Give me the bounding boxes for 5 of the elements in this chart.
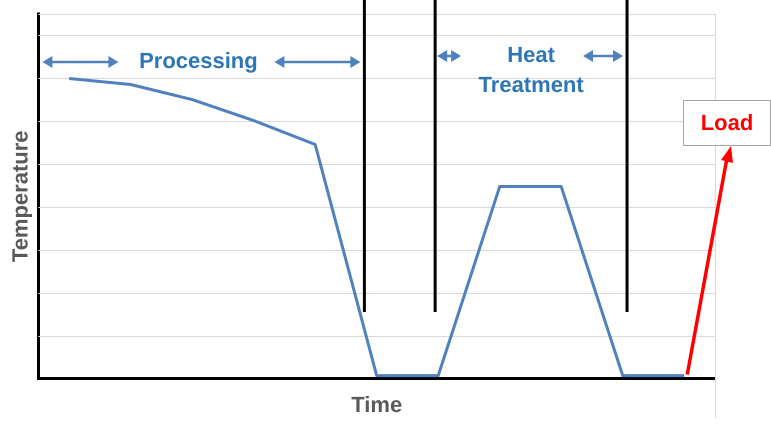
y-axis-title: Temperature	[7, 130, 32, 262]
x-axis-title: Time	[351, 392, 402, 417]
annotation: Heat Treatment	[478, 41, 585, 99]
annotation: Load	[683, 100, 771, 146]
text: Processing	[138, 47, 259, 75]
